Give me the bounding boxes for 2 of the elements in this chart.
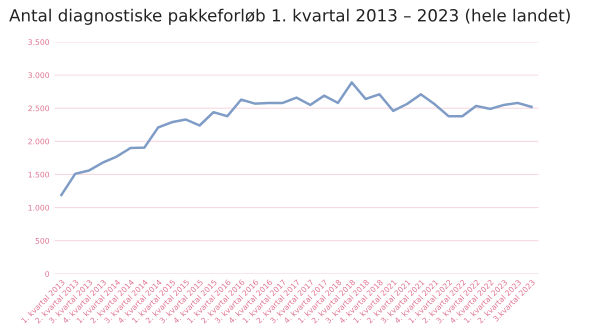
chart-title: Antal diagnostiske pakkeforløb 1. kvartal 2013 – 2023 (hele landet): [9, 8, 570, 25]
line-series: [60, 81, 533, 196]
